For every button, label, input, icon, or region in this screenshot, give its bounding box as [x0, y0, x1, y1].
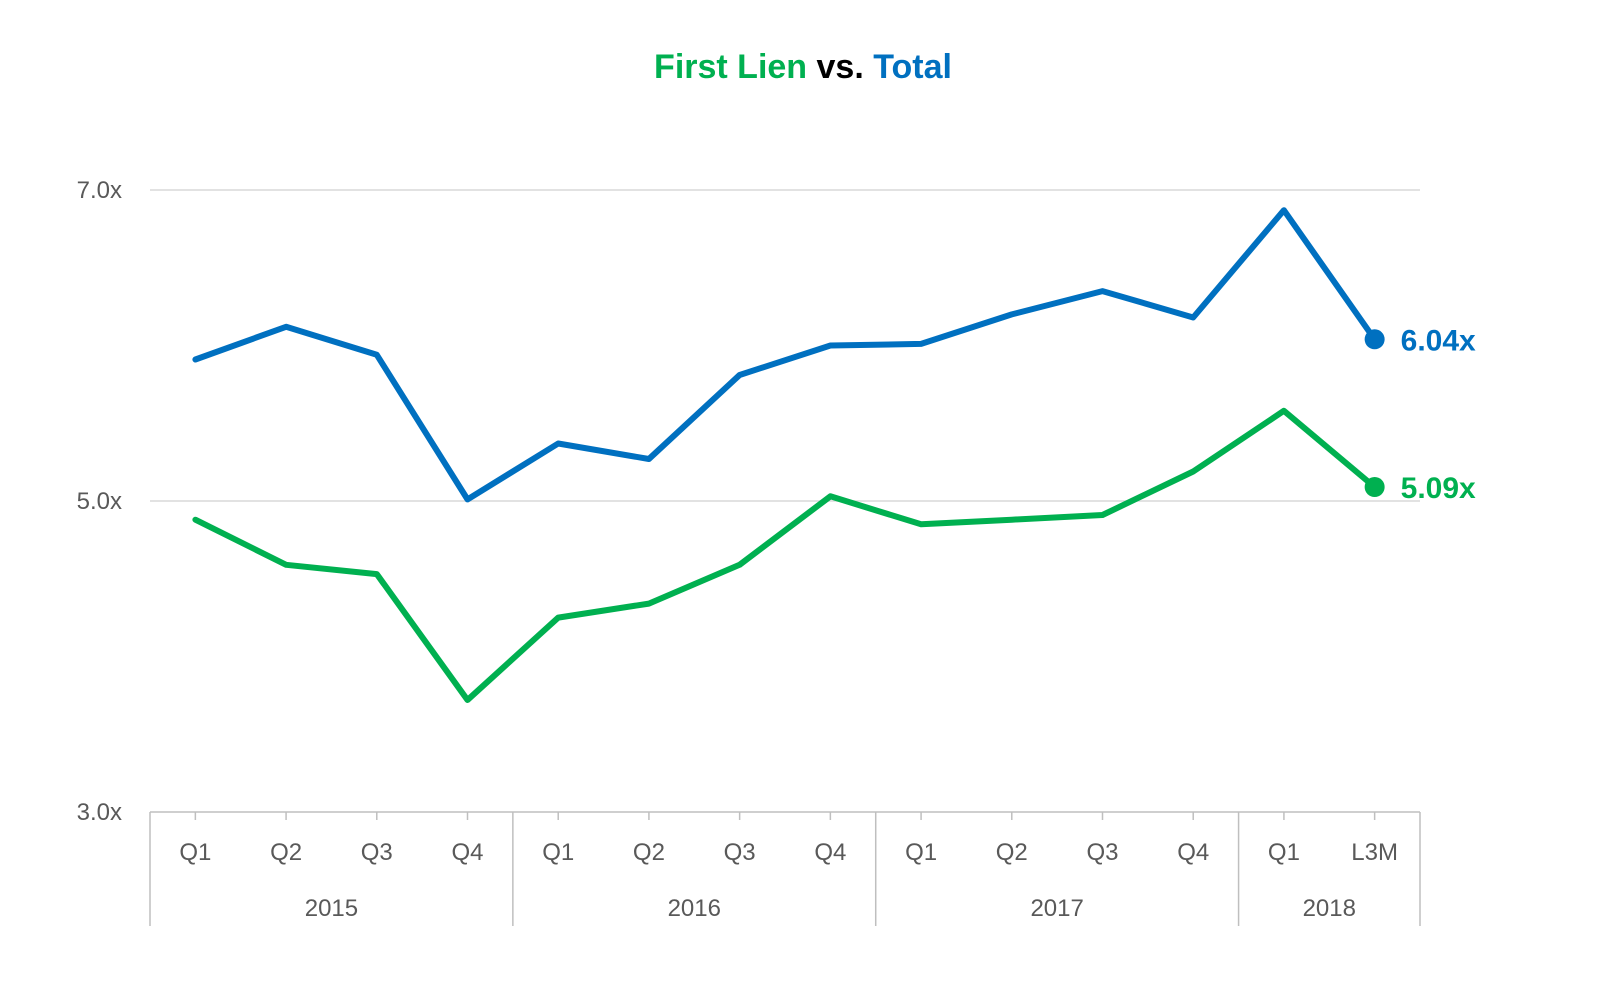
x-group-label: 2018	[1303, 895, 1356, 922]
chart-title-part: vs.	[807, 48, 874, 86]
x-tick-label: Q1	[905, 839, 937, 866]
series-line-first-lien	[192, 407, 1378, 703]
x-tick-label: Q2	[270, 839, 302, 866]
series-line-total	[192, 207, 1378, 503]
end-value-label: 6.04x	[1401, 324, 1476, 357]
x-group-label: 2017	[1030, 895, 1083, 922]
end-point-marker	[1364, 477, 1385, 498]
chart-title-part: Total	[873, 48, 952, 86]
x-tick-label: Q1	[1268, 839, 1300, 866]
x-tick-label: Q2	[633, 839, 665, 866]
x-tick-label: Q3	[724, 839, 756, 866]
x-tick-label: L3M	[1351, 839, 1398, 866]
x-tick-label: Q4	[1177, 839, 1209, 866]
x-tick-label: Q2	[996, 839, 1028, 866]
chart-title-part: First Lien	[654, 48, 808, 86]
x-tick-label: Q4	[451, 839, 483, 866]
x-axis: Q1 Q2 Q3 Q4 Q1 Q2 Q3 Q4 Q1 Q2 Q3 Q4 Q1 L3M 2015 2016 201…	[149, 811, 1421, 926]
x-tick-label: Q1	[179, 839, 211, 866]
end-point-marker	[1364, 329, 1385, 350]
chart-title: First Lien vs. Total	[0, 48, 1606, 87]
x-group-label: 2016	[668, 895, 721, 922]
series-lines	[192, 207, 1385, 703]
x-tick-label: Q3	[1086, 839, 1118, 866]
gridlines: 7.0x 5.0x 3.0x	[77, 177, 1420, 826]
data-labels: 6.04x 5.09x	[1401, 324, 1476, 505]
x-tick-label: Q3	[361, 839, 393, 866]
y-tick-label: 7.0x	[77, 177, 122, 204]
end-value-label: 5.09x	[1401, 472, 1476, 505]
y-tick-label: 5.0x	[77, 488, 122, 515]
x-group-label: 2015	[305, 895, 358, 922]
x-tick-label: Q4	[814, 839, 846, 866]
x-tick-label: Q1	[542, 839, 574, 866]
y-tick-label: 3.0x	[77, 799, 122, 826]
